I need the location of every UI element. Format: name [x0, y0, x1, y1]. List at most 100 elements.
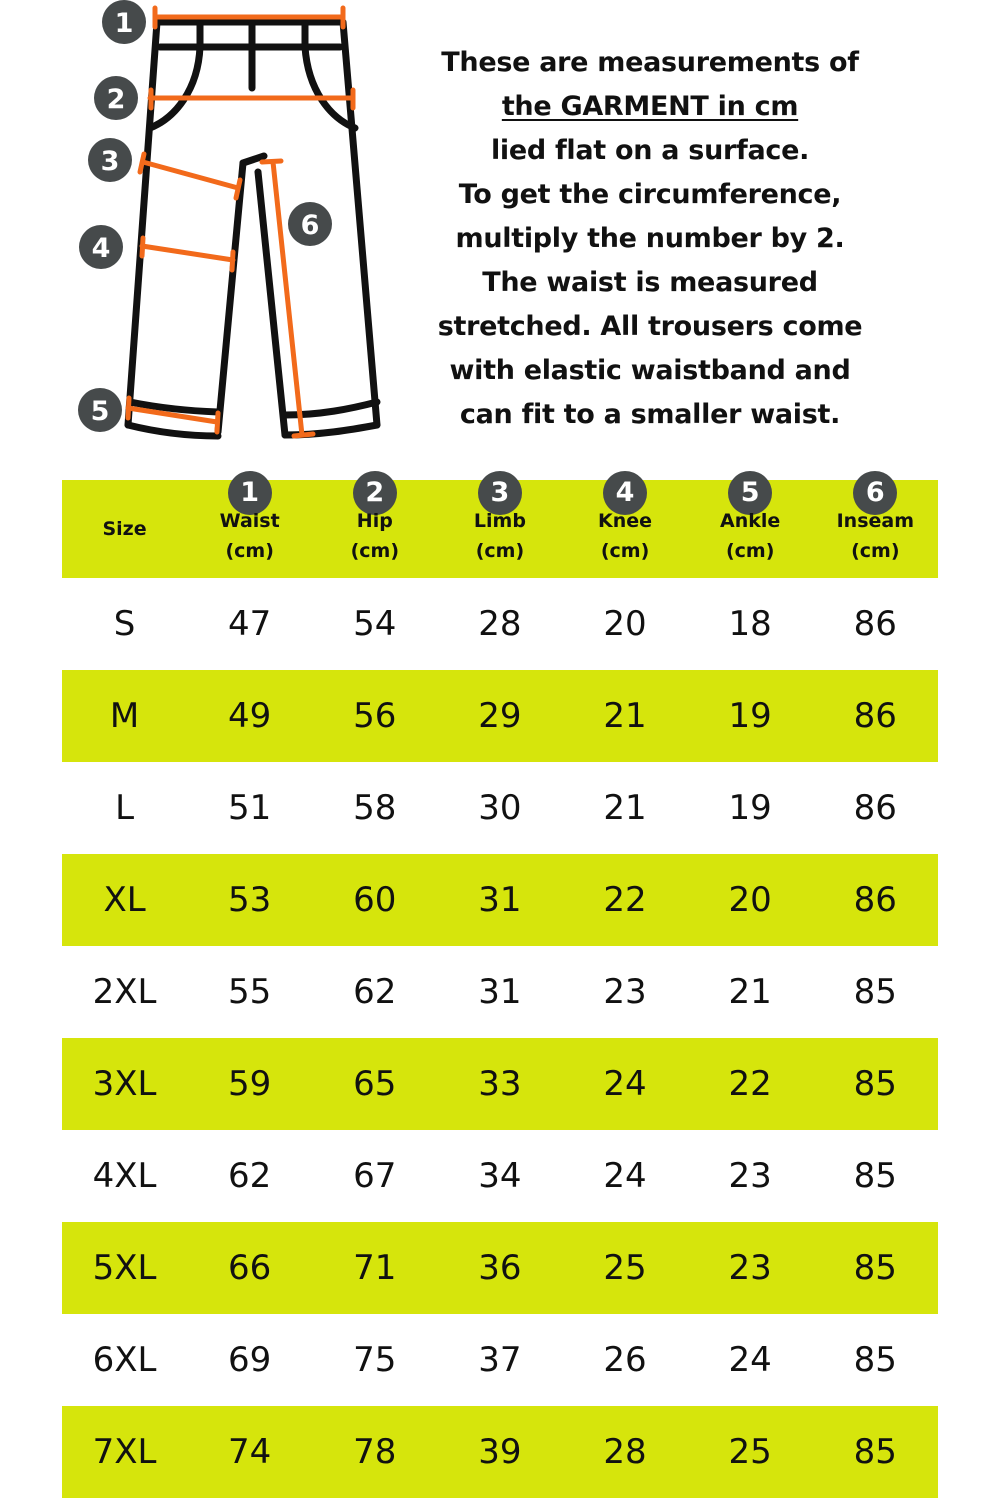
value-cell: 18 [728, 604, 772, 644]
value-cell: 22 [603, 880, 647, 920]
table-row: 5XL 66 71 36 25 23 85 [62, 1222, 938, 1314]
svg-text:5: 5 [91, 396, 110, 427]
table-row: 4XL 62 67 34 24 23 85 [62, 1130, 938, 1222]
value-cell: 78 [353, 1432, 397, 1472]
note-line: stretched. All trousers come [437, 311, 863, 342]
header-badge: 4 [603, 471, 648, 515]
size-cell: 7XL [92, 1432, 157, 1472]
value-cell: 25 [728, 1432, 772, 1472]
header-limb: 3 Limb (cm) [437, 471, 562, 562]
value-cell: 29 [478, 696, 522, 736]
table-row: 7XL 74 78 39 28 25 85 [62, 1406, 938, 1498]
svg-text:6: 6 [301, 210, 320, 241]
value-cell: 62 [353, 972, 397, 1012]
header-hip: 2 Hip (cm) [312, 471, 437, 562]
badge-hip: 2 [94, 76, 138, 120]
note-line: To get the circumference, [458, 179, 842, 210]
header-inseam: 6 Inseam (cm) [813, 471, 938, 562]
header-unit: (cm) [475, 540, 525, 562]
value-cell: 28 [603, 1432, 647, 1472]
measurement-note: These are measurements of the GARMENT in… [420, 41, 880, 437]
value-cell: 60 [353, 880, 397, 920]
value-cell: 75 [353, 1340, 397, 1380]
value-cell: 86 [853, 604, 897, 644]
badge-knee: 4 [79, 225, 123, 269]
value-cell: 37 [478, 1340, 522, 1380]
note-line: lied flat on a surface. [490, 135, 810, 166]
value-cell: 51 [228, 788, 272, 828]
header-badge: 2 [352, 471, 397, 515]
header-unit: (cm) [725, 540, 775, 562]
value-cell: 28 [478, 604, 522, 644]
size-cell: M [109, 696, 140, 736]
size-cell: 2XL [92, 972, 157, 1012]
note-line: These are measurements of [441, 47, 859, 78]
header-label: Inseam [836, 510, 915, 532]
badge-ankle: 5 [78, 388, 122, 432]
value-cell: 23 [603, 972, 647, 1012]
value-cell: 21 [603, 696, 647, 736]
note-line: The waist is measured [482, 267, 818, 298]
size-cell: 5XL [92, 1248, 157, 1288]
header-label: Waist [219, 510, 280, 532]
header-size: Size [62, 514, 187, 544]
svg-text:3: 3 [101, 146, 120, 177]
value-cell: 25 [603, 1248, 647, 1288]
header-label: Hip [356, 510, 393, 532]
header-unit: (cm) [350, 540, 400, 562]
value-cell: 24 [603, 1064, 647, 1104]
header-badge: 5 [728, 471, 773, 515]
header-badge: 6 [853, 471, 898, 515]
value-cell: 34 [478, 1156, 522, 1196]
value-cell: 47 [228, 604, 272, 644]
header-unit: (cm) [225, 540, 274, 562]
value-cell: 21 [728, 972, 772, 1012]
size-cell: 6XL [92, 1340, 157, 1380]
table-row: XL 53 60 31 22 20 86 [62, 854, 938, 946]
value-cell: 69 [228, 1340, 272, 1380]
table-row: S 47 54 28 20 18 86 [62, 578, 938, 670]
note-line-underlined: the GARMENT in cm [501, 91, 799, 122]
header-ankle: 5 Ankle (cm) [688, 471, 813, 562]
value-cell: 24 [603, 1156, 647, 1196]
value-cell: 85 [853, 1064, 897, 1104]
value-cell: 31 [478, 972, 522, 1012]
value-cell: 22 [728, 1064, 772, 1104]
value-cell: 23 [728, 1156, 772, 1196]
value-cell: 65 [353, 1064, 397, 1104]
header-knee: 4 Knee (cm) [563, 471, 688, 562]
header-label: Limb [473, 510, 526, 532]
value-cell: 30 [478, 788, 522, 828]
table-row: L 51 58 30 21 19 86 [62, 762, 938, 854]
value-cell: 21 [603, 788, 647, 828]
header-label: Size [102, 518, 147, 540]
note-line: multiply the number by 2. [455, 223, 845, 254]
value-cell: 55 [228, 972, 272, 1012]
badge-waist: 1 [102, 0, 146, 44]
value-cell: 85 [853, 1432, 897, 1472]
size-table: Size 1 Waist (cm) 2 Hip (cm) 3 Limb (cm) 4 Knee (cm)… [62, 471, 938, 1498]
value-cell: 36 [478, 1248, 522, 1288]
table-header: Size 1 Waist (cm) 2 Hip (cm) 3 Limb (cm) 4 Knee (cm)… [62, 471, 938, 578]
value-cell: 56 [353, 696, 397, 736]
svg-text:2: 2 [107, 84, 126, 115]
value-cell: 54 [353, 604, 397, 644]
trousers-diagram: 1 2 3 4 5 6 [78, 0, 381, 440]
value-cell: 74 [228, 1432, 272, 1472]
badge-inseam: 6 [288, 202, 332, 246]
value-cell: 86 [853, 788, 897, 828]
value-cell: 86 [853, 880, 897, 920]
value-cell: 24 [728, 1340, 772, 1380]
svg-text:4: 4 [92, 233, 111, 264]
value-cell: 19 [728, 696, 772, 736]
value-cell: 26 [603, 1340, 647, 1380]
value-cell: 20 [603, 604, 647, 644]
value-cell: 86 [853, 696, 897, 736]
size-cell: S [113, 604, 136, 644]
value-cell: 23 [728, 1248, 772, 1288]
table-row: M 49 56 29 21 19 86 [62, 670, 938, 762]
header-unit: (cm) [600, 540, 650, 562]
header-label: Knee [598, 510, 653, 532]
value-cell: 62 [228, 1156, 272, 1196]
header-badge: 1 [227, 471, 272, 515]
